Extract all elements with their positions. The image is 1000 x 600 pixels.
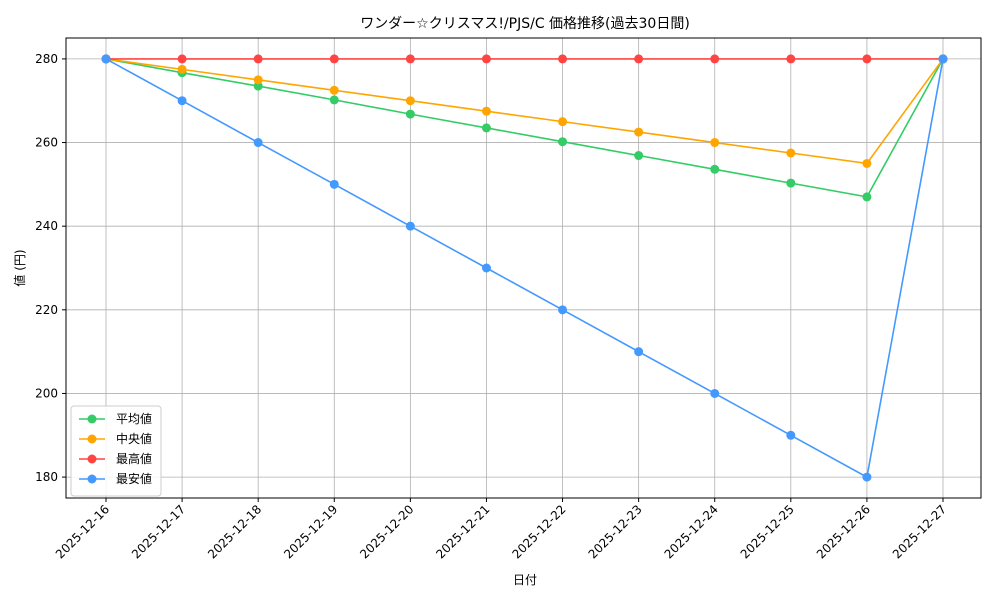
x-axis-title: 日付 xyxy=(513,573,537,587)
x-tick-label: 2025-12-18 xyxy=(205,502,264,561)
data-point xyxy=(253,138,263,148)
legend-label: 最安値 xyxy=(116,471,152,486)
data-point xyxy=(101,54,111,64)
y-tick-label: 220 xyxy=(35,303,58,317)
series-lines xyxy=(101,54,948,482)
data-point xyxy=(786,54,796,64)
x-tick-label: 2025-12-21 xyxy=(433,502,492,561)
data-point xyxy=(481,54,491,64)
data-point xyxy=(405,221,415,231)
data-point xyxy=(634,54,644,64)
x-tick-label: 2025-12-20 xyxy=(357,502,416,561)
legend-marker xyxy=(87,454,97,464)
y-tick-label: 240 xyxy=(35,219,58,233)
data-point xyxy=(405,109,415,119)
y-tick-label: 260 xyxy=(35,136,58,150)
data-point xyxy=(405,96,415,106)
legend-marker xyxy=(87,414,97,424)
data-point xyxy=(329,179,339,189)
data-point xyxy=(786,148,796,158)
data-point xyxy=(558,305,568,315)
data-point xyxy=(481,123,491,133)
data-point xyxy=(481,263,491,273)
x-tick-label: 2025-12-22 xyxy=(509,502,568,561)
x-tick-label: 2025-12-17 xyxy=(129,502,188,561)
data-point xyxy=(938,54,948,64)
y-axis-ticks: 180 200 220 240 260 280 xyxy=(35,52,66,484)
legend-label: 中央値 xyxy=(116,431,152,446)
data-point xyxy=(710,388,720,398)
series-2 xyxy=(101,54,948,64)
series-line xyxy=(105,58,944,198)
data-point xyxy=(710,138,720,148)
data-point xyxy=(634,347,644,357)
series-line xyxy=(105,58,944,165)
data-point xyxy=(481,106,491,116)
x-tick-label: 2025-12-24 xyxy=(662,502,721,561)
y-tick-label: 200 xyxy=(35,386,58,400)
x-tick-label: 2025-12-25 xyxy=(738,502,797,561)
data-point xyxy=(177,64,187,74)
series-1 xyxy=(101,54,948,168)
x-tick-label: 2025-12-16 xyxy=(53,502,112,561)
data-point xyxy=(405,54,415,64)
data-point xyxy=(329,54,339,64)
data-point xyxy=(862,158,872,168)
legend-marker xyxy=(87,434,97,444)
legend-label: 最高値 xyxy=(116,451,152,466)
legend-marker xyxy=(87,474,97,484)
data-point xyxy=(253,54,263,64)
chart-title: ワンダー☆クリスマス!/PJS/C 価格推移(過去30日間) xyxy=(360,16,690,32)
series-3 xyxy=(101,54,948,482)
x-tick-label: 2025-12-26 xyxy=(814,502,873,561)
data-point xyxy=(710,164,720,174)
x-axis-ticks: 2025-12-16 2025-12-17 2025-12-18 2025-12-19… xyxy=(53,498,949,561)
data-point xyxy=(253,81,263,91)
data-point xyxy=(177,54,187,64)
data-point xyxy=(862,472,872,482)
data-point xyxy=(558,137,568,147)
y-tick-label: 280 xyxy=(35,52,58,66)
y-axis-title: 値 (円) xyxy=(12,249,27,286)
data-point xyxy=(786,430,796,440)
legend-box xyxy=(70,405,162,497)
data-point xyxy=(634,151,644,161)
data-point xyxy=(710,54,720,64)
series-line xyxy=(105,58,944,479)
plot-area-frame xyxy=(65,37,982,499)
data-point xyxy=(634,127,644,137)
x-tick-label: 2025-12-19 xyxy=(281,502,340,561)
x-tick-label: 2025-12-23 xyxy=(586,502,645,561)
data-point xyxy=(862,192,872,202)
data-point xyxy=(558,54,568,64)
data-point xyxy=(177,96,187,106)
data-point xyxy=(786,178,796,188)
data-point xyxy=(558,117,568,127)
data-point xyxy=(329,95,339,105)
data-point xyxy=(253,75,263,85)
grid-lines xyxy=(66,38,981,498)
x-tick-label: 2025-12-27 xyxy=(890,502,949,561)
data-point xyxy=(862,54,872,64)
data-point xyxy=(329,85,339,95)
legend-label: 平均値 xyxy=(116,411,152,426)
y-tick-label: 180 xyxy=(35,470,58,484)
